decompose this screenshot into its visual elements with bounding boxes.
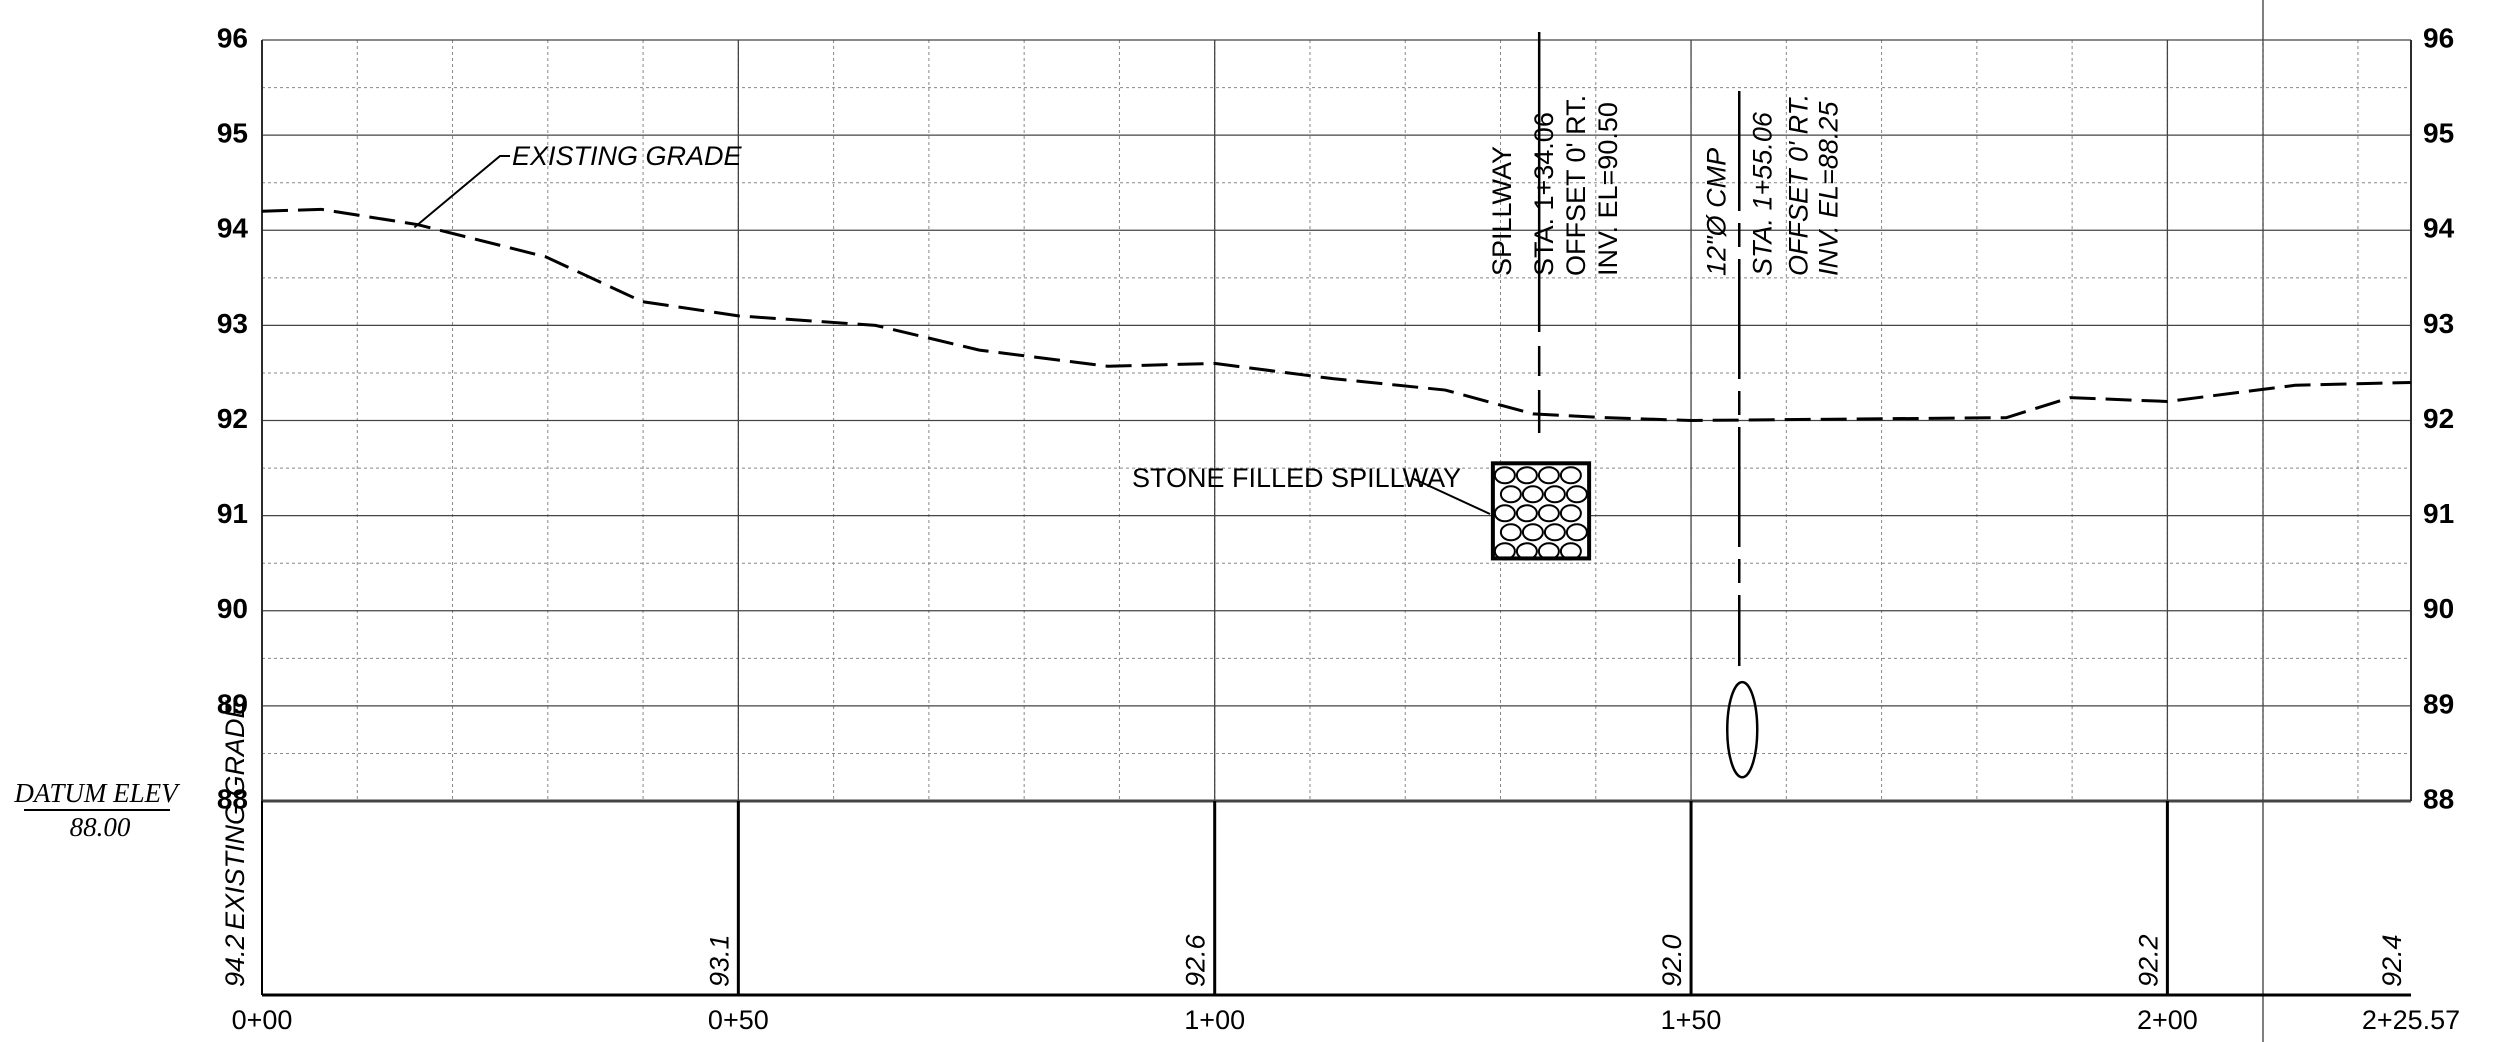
grade-value-label: 94.2 xyxy=(220,934,250,987)
stone xyxy=(1515,466,1538,485)
spillway-note: STA. 1+34.06 xyxy=(1529,112,1559,276)
leader xyxy=(413,155,510,229)
spillway-note: SPILLWAY xyxy=(1487,146,1517,276)
x-tick-label: 1+00 xyxy=(1184,1005,1245,1035)
x-tick-label: 0+00 xyxy=(232,1005,293,1035)
y2-tick-label: 90 xyxy=(2423,593,2454,624)
stone xyxy=(1559,466,1582,485)
stone xyxy=(1537,466,1560,485)
stone xyxy=(1537,542,1560,561)
grade-value-label: 92.0 xyxy=(1657,934,1687,987)
y2-tick-label: 88 xyxy=(2423,783,2454,814)
y2-tick-label: 89 xyxy=(2423,688,2454,719)
stone xyxy=(1515,542,1538,561)
grade-line xyxy=(261,207,2412,423)
y-tick-label: 93 xyxy=(217,308,248,339)
stone xyxy=(1499,523,1522,542)
y-tick-label: 96 xyxy=(217,22,248,53)
spillway-note: INV. EL=90.50 xyxy=(1593,102,1623,276)
grade-value-label: 92.4 xyxy=(2377,934,2407,987)
y2-tick-label: 93 xyxy=(2423,308,2454,339)
spillway-note: OFFSET 0' RT. xyxy=(1561,95,1591,276)
x-tick-label: 2+25.57 xyxy=(2362,1005,2460,1035)
cmp-pipe xyxy=(1726,680,1759,779)
y-tick-label: 89 xyxy=(217,688,248,719)
datum-label: DATUM ELEV xyxy=(13,778,181,808)
grade-value-label: 92.2 xyxy=(2133,934,2163,987)
stone xyxy=(1515,504,1538,523)
marks xyxy=(261,32,2412,779)
stone xyxy=(1537,504,1560,523)
grade-value-label: 92.6 xyxy=(1181,933,1211,987)
stone xyxy=(1493,466,1516,485)
stone xyxy=(1559,504,1582,523)
stone xyxy=(1521,523,1544,542)
y-tick-label: 91 xyxy=(217,498,248,529)
stone-label: STONE FILLED SPILLWAY xyxy=(1132,463,1461,493)
stone xyxy=(1565,523,1588,542)
y-tick-label: 90 xyxy=(217,593,248,624)
stone xyxy=(1521,485,1544,504)
x-tick-label: 0+50 xyxy=(708,1005,769,1035)
stone xyxy=(1543,523,1566,542)
stone xyxy=(1559,542,1582,561)
y2-tick-label: 96 xyxy=(2423,22,2454,53)
leader xyxy=(1411,477,1491,515)
y-tick-label: 88 xyxy=(217,783,248,814)
stone xyxy=(1499,485,1522,504)
y-tick-label: 94 xyxy=(217,213,249,244)
grade-table-title: EXISTING GRADE xyxy=(220,699,250,930)
stone xyxy=(1493,542,1516,561)
cmp-note: 12"Ø CMP xyxy=(1701,148,1731,276)
grade-label: EXISTING GRADE xyxy=(512,141,743,171)
stone xyxy=(1493,504,1516,523)
stone xyxy=(1565,485,1588,504)
y2-tick-label: 91 xyxy=(2423,498,2454,529)
y-tick-label: 95 xyxy=(217,118,248,149)
y2-tick-label: 92 xyxy=(2423,403,2454,434)
datum-value: 88.00 xyxy=(70,812,131,842)
y2-tick-label: 95 xyxy=(2423,118,2454,149)
x-tick-label: 2+00 xyxy=(2137,1005,2198,1035)
stone xyxy=(1543,485,1566,504)
grade-value-label: 93.1 xyxy=(704,934,734,987)
cmp-note: OFFSET 0' RT. xyxy=(1783,94,1813,276)
x-tick-label: 1+50 xyxy=(1661,1005,1722,1035)
cmp-note: INV. EL=88.25 xyxy=(1813,101,1843,276)
y2-tick-label: 94 xyxy=(2423,213,2455,244)
cmp-note: STA. 1+55.06 xyxy=(1747,111,1777,276)
y-tick-label: 92 xyxy=(217,403,248,434)
